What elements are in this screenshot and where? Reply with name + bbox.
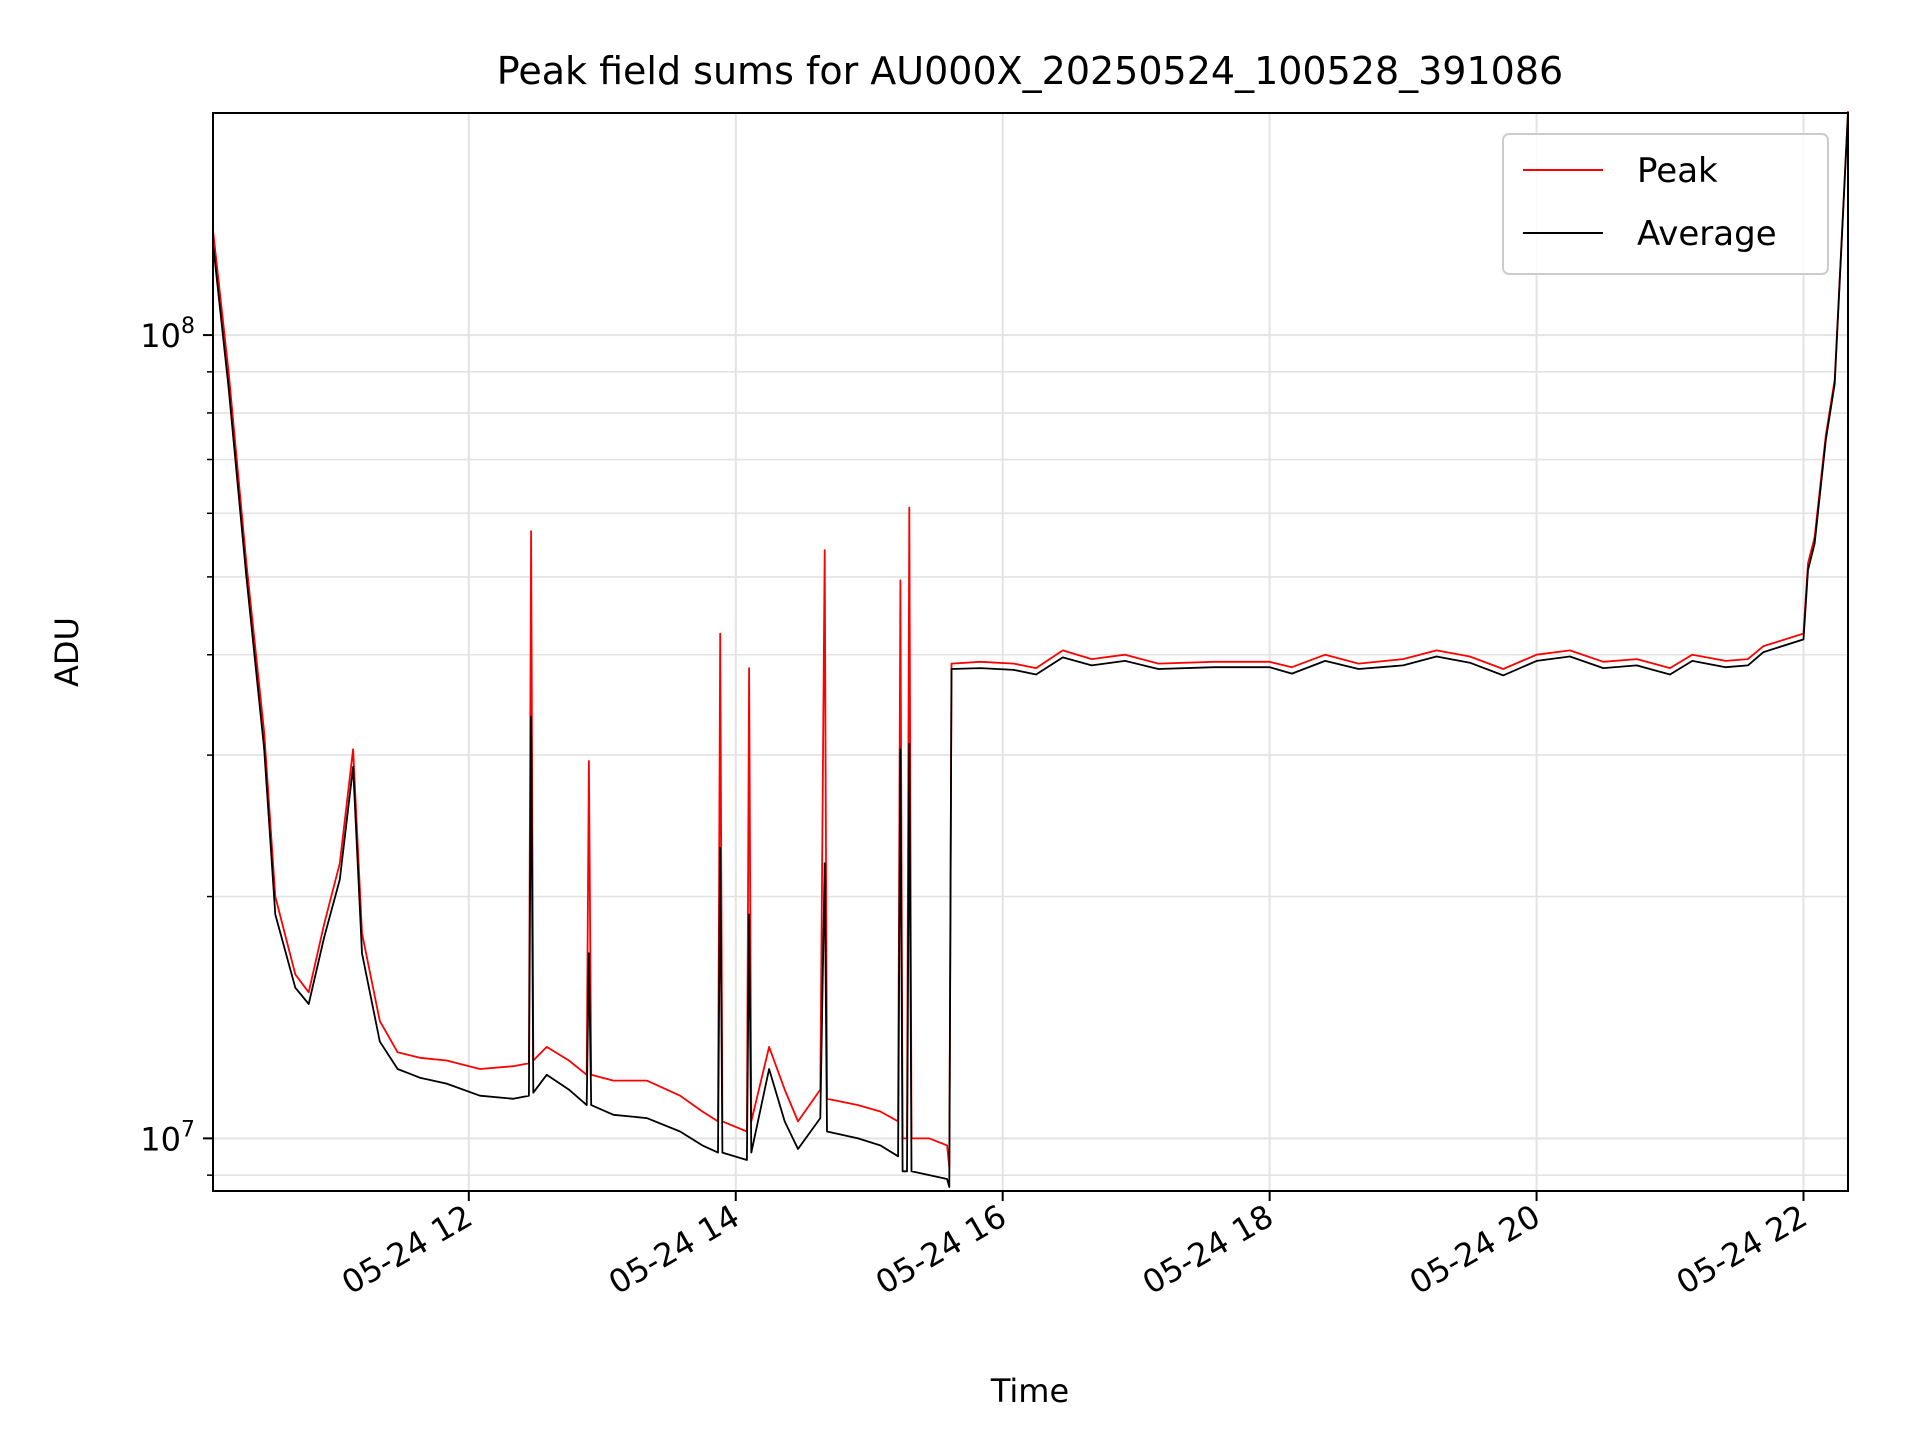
legend: Peak Average (1502, 133, 1829, 275)
legend-label-average: Average (1637, 214, 1777, 254)
y-tick-label: 107 (140, 1117, 195, 1158)
chart-title: Peak field sums for AU000X_20250524_1005… (497, 49, 1563, 93)
series-group (212, 111, 1849, 1188)
y-tick-label: 108 (140, 314, 195, 355)
series-line-average (212, 112, 1849, 1188)
grid (213, 113, 1848, 1191)
y-axis-label: ADU (48, 617, 86, 687)
plot-frame (212, 112, 1849, 1192)
series-line-peak (212, 111, 1849, 1169)
legend-label-peak: Peak (1637, 151, 1718, 191)
x-axis-label: Time (990, 1372, 1069, 1410)
